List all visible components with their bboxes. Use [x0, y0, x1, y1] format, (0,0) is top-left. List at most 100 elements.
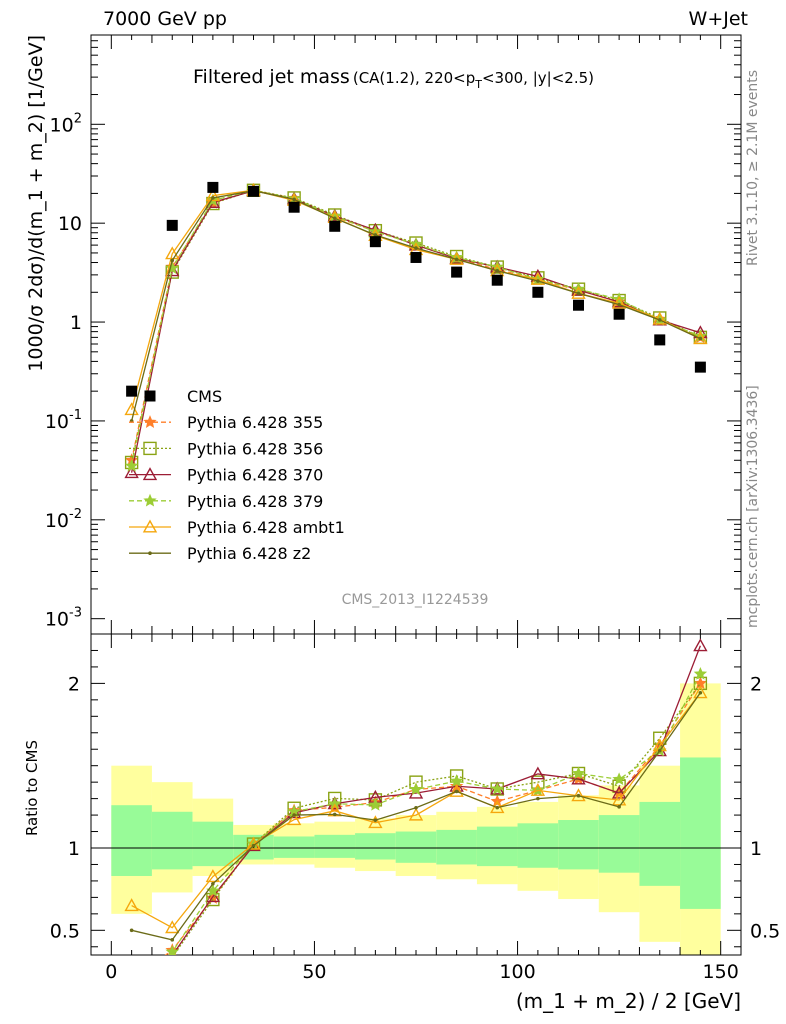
data-point — [211, 196, 215, 200]
data-point — [532, 286, 544, 298]
data-point — [530, 766, 546, 780]
ratio-tick-label-left: 2 — [68, 673, 80, 695]
inner-band-bin — [558, 820, 599, 870]
data-point — [329, 220, 341, 232]
data-point — [368, 815, 383, 829]
data-point — [654, 334, 666, 346]
data-point — [205, 188, 221, 202]
data-point — [165, 944, 180, 955]
legend-label: CMS — [187, 387, 222, 406]
data-point — [617, 302, 621, 307]
data-point — [408, 807, 424, 821]
data-point — [693, 331, 708, 345]
data-point — [288, 201, 300, 213]
data-point — [165, 246, 180, 260]
data-point — [611, 792, 627, 806]
data-point — [612, 772, 626, 786]
data-point — [129, 928, 134, 933]
legend-label: Pythia 6.428 ambt1 — [187, 518, 345, 537]
data-point — [491, 274, 503, 286]
data-point — [611, 785, 627, 799]
data-point — [698, 690, 703, 695]
data-point — [124, 898, 139, 912]
data-point — [144, 390, 156, 402]
data-point — [205, 889, 221, 903]
y-tick-label: 10-3 — [45, 606, 82, 631]
inner-band-bin — [314, 834, 356, 858]
inner-band-bin — [517, 823, 559, 868]
data-point — [170, 258, 175, 263]
y-axis-title: 1000/σ 2dσ)/d(m_1 + m_2) [1/GeV] — [25, 35, 47, 372]
inner-band-bin — [355, 833, 396, 860]
ratio-series-5 — [129, 690, 703, 942]
series-line — [130, 189, 701, 467]
data-point — [573, 299, 584, 311]
header-left: 7000 GeV pp — [103, 8, 227, 30]
data-point — [693, 685, 708, 699]
data-point — [495, 805, 500, 810]
data-point — [251, 843, 256, 848]
data-point — [571, 788, 586, 802]
legend-label: Pythia 6.428 z2 — [187, 544, 311, 563]
data-point — [657, 748, 662, 753]
data-point — [611, 295, 627, 309]
data-point — [142, 519, 158, 533]
data-point — [124, 465, 139, 479]
ratio-tick-label-left: 0.5 — [50, 920, 80, 942]
data-point — [414, 246, 418, 250]
data-point — [143, 415, 157, 428]
data-point — [143, 441, 157, 456]
data-point — [207, 181, 219, 193]
data-point — [571, 766, 586, 780]
data-point — [170, 938, 175, 942]
data-point — [657, 318, 662, 322]
x-tick-label: 50 — [302, 961, 326, 983]
data-point — [373, 233, 378, 237]
data-point — [211, 881, 215, 886]
data-point — [576, 793, 581, 798]
data-point — [530, 782, 546, 796]
x-axis-title: (m_1 + m_2) / 2 [GeV] — [516, 989, 741, 1013]
data-point — [449, 783, 464, 797]
inner-band-bin — [639, 801, 681, 886]
data-point — [143, 493, 157, 507]
data-point — [530, 271, 546, 285]
legend-label: Pythia 6.428 370 — [187, 466, 323, 485]
inner-band-bin — [680, 757, 721, 909]
data-point — [126, 385, 138, 397]
data-point — [454, 257, 459, 262]
inner-band-bin — [395, 831, 437, 863]
data-point — [536, 279, 540, 283]
data-point — [286, 812, 302, 826]
y-tick-label: 102 — [50, 111, 82, 136]
data-point — [332, 812, 337, 817]
data-point — [536, 796, 540, 801]
ratio-line — [131, 692, 701, 929]
x-tick-label: 100 — [499, 961, 535, 983]
data-point — [693, 676, 708, 691]
data-point — [369, 236, 381, 248]
cms-data-points — [126, 181, 706, 397]
ratio-tick-label-right: 2 — [750, 673, 762, 695]
legend-label: Pythia 6.428 379 — [187, 492, 323, 511]
analysis-watermark: CMS_2013_I1224539 — [342, 592, 489, 608]
y-tick-label: 1 — [70, 312, 82, 334]
data-point — [166, 219, 178, 231]
inner-band-bin — [151, 811, 193, 870]
data-point — [693, 666, 708, 680]
data-point — [409, 782, 423, 796]
y-tick-label: 10 — [58, 213, 82, 235]
inner-band-bin — [111, 805, 152, 876]
x-tick-label: 150 — [703, 961, 739, 983]
x-tick-label: 0 — [105, 961, 117, 983]
data-point — [142, 467, 158, 481]
data-point — [495, 268, 500, 273]
data-point — [148, 551, 152, 555]
data-point — [617, 805, 621, 809]
inner-band-bin — [436, 829, 477, 865]
data-point — [205, 869, 221, 883]
data-point — [694, 361, 706, 373]
data-point — [332, 216, 337, 221]
x-axis-ticks: 0 50 100 150 — [105, 35, 739, 983]
legend-label: Pythia 6.428 356 — [187, 439, 323, 458]
